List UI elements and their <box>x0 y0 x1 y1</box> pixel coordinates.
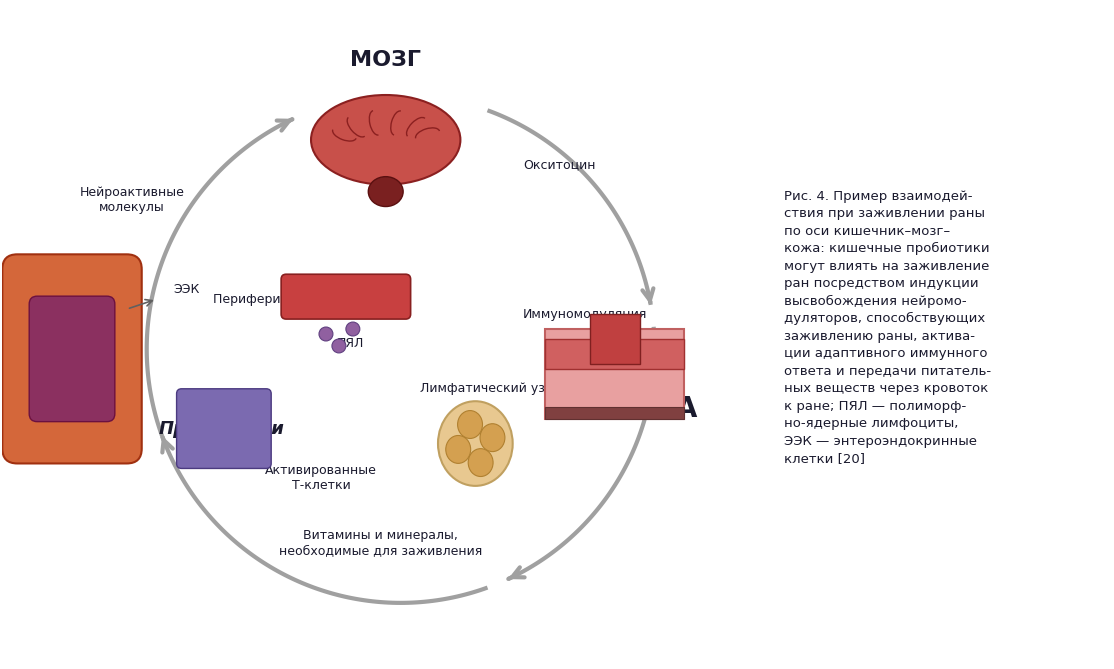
FancyBboxPatch shape <box>2 254 141 464</box>
Text: Лимфатический узел: Лимфатический узел <box>420 382 560 395</box>
Text: ЭЭК: ЭЭК <box>174 283 199 296</box>
Text: Витамины и минералы,
необходимые для заживления: Витамины и минералы, необходимые для заж… <box>280 529 482 557</box>
Text: РАНА: РАНА <box>612 395 697 423</box>
FancyBboxPatch shape <box>281 274 411 319</box>
FancyBboxPatch shape <box>545 339 684 369</box>
FancyBboxPatch shape <box>177 389 271 468</box>
Text: Активированные
Т-клетки: Активированные Т-клетки <box>265 464 377 492</box>
Text: Пробиотики: Пробиотики <box>158 419 284 438</box>
Text: Рис. 4. Пример взаимодей-
ствия при заживлении раны
по оси кишечник–мозг–
кожа: : Рис. 4. Пример взаимодей- ствия при зажи… <box>784 189 991 466</box>
Text: Нейроактивные
молекулы: Нейроактивные молекулы <box>79 185 184 213</box>
Text: Кишечник: Кишечник <box>23 377 91 390</box>
Text: Иммуномодуляция: Иммуномодуляция <box>522 308 647 320</box>
Text: Периферическая циркуляция: Периферическая циркуляция <box>213 292 409 306</box>
Text: Окситоцин: Окситоцин <box>524 158 596 171</box>
FancyBboxPatch shape <box>29 296 115 421</box>
Text: МОЗГ: МОЗГ <box>350 50 421 70</box>
Ellipse shape <box>369 177 403 207</box>
Circle shape <box>319 327 333 341</box>
Ellipse shape <box>480 423 505 452</box>
Ellipse shape <box>458 411 482 438</box>
Ellipse shape <box>446 436 470 464</box>
FancyBboxPatch shape <box>545 329 684 419</box>
FancyBboxPatch shape <box>589 314 639 364</box>
Ellipse shape <box>438 401 512 486</box>
Circle shape <box>332 339 345 353</box>
FancyBboxPatch shape <box>545 407 684 419</box>
Circle shape <box>345 322 360 336</box>
Ellipse shape <box>468 449 494 476</box>
Text: ПЯЛ: ПЯЛ <box>338 337 364 351</box>
Ellipse shape <box>311 95 460 185</box>
